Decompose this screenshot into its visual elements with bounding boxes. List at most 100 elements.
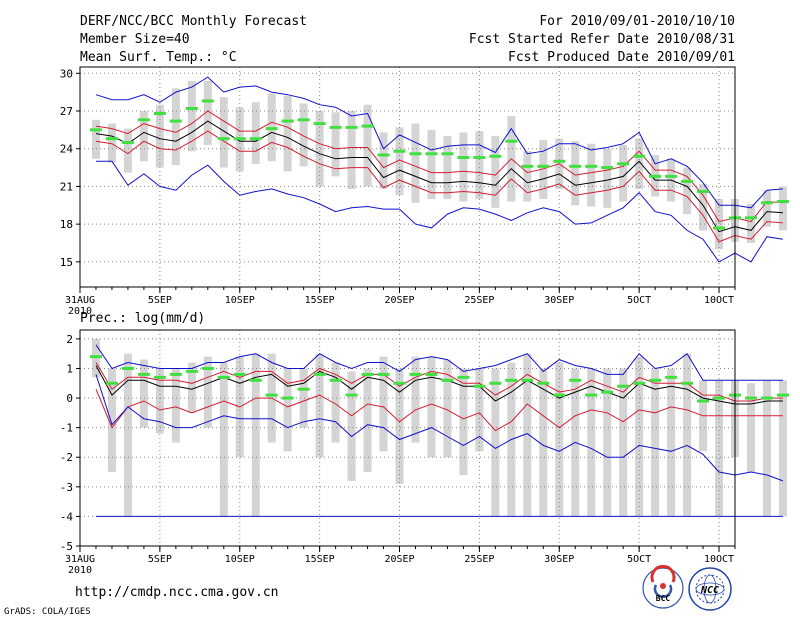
prec-observed-35 bbox=[649, 378, 662, 382]
prec-observed-43 bbox=[776, 393, 789, 397]
prec-box-32 bbox=[603, 368, 612, 517]
temp-box-19 bbox=[395, 127, 404, 196]
temp-line-spread-lower bbox=[95, 130, 783, 243]
temp-xtick-label-4: 20SEP bbox=[384, 295, 414, 306]
temp-observed-37 bbox=[681, 179, 694, 183]
precip-panel: -5 -4 -3 -2 -1 0 1 2 31AUG 5SEP 10SEP 15SEP 20SEP 25… bbox=[60, 329, 789, 576]
temp-observed-41 bbox=[744, 216, 757, 220]
temp-box-30 bbox=[571, 141, 580, 206]
temp-line-ensemble-min bbox=[96, 160, 783, 263]
prec-observed-38 bbox=[697, 399, 710, 403]
temp-observed-0 bbox=[89, 128, 102, 132]
forecast-period: For 2010/09/01-2010/10/10 bbox=[539, 14, 735, 29]
prec-observed-7 bbox=[201, 366, 214, 370]
prec-line-spread-upper bbox=[95, 362, 783, 402]
temp-xtick-label-8: 10OCT bbox=[704, 295, 734, 306]
prec-observed-6 bbox=[185, 369, 198, 373]
bcc-logo-text: BCC bbox=[656, 594, 671, 603]
prec-box-35 bbox=[651, 368, 660, 517]
temp-line-ensemble-max bbox=[95, 76, 783, 209]
temp-box-41 bbox=[746, 204, 755, 243]
prec-box-27 bbox=[523, 353, 532, 517]
temp-box-2 bbox=[123, 128, 132, 173]
prec-box-42 bbox=[762, 380, 771, 517]
prec-line-ensemble-min bbox=[95, 374, 784, 482]
prec-box-29 bbox=[555, 362, 564, 517]
prec-box-4 bbox=[155, 368, 164, 434]
prec-box-25 bbox=[491, 368, 500, 517]
prec-observed-36 bbox=[665, 375, 678, 379]
prec-ytick-label-5: 0 bbox=[66, 392, 73, 405]
temp-observed-8 bbox=[217, 137, 230, 141]
prec-observed-41 bbox=[744, 396, 757, 400]
temp-observed-42 bbox=[760, 201, 773, 205]
prec-box-12 bbox=[283, 368, 292, 452]
temp-observed-10 bbox=[249, 137, 262, 141]
prec-box-14 bbox=[315, 353, 324, 458]
temp-box-14 bbox=[315, 111, 324, 187]
temp-observed-27 bbox=[521, 164, 534, 168]
temp-observed-22 bbox=[441, 152, 454, 156]
temp-ytick-label-3: 24 bbox=[60, 143, 74, 156]
prec-box-8 bbox=[219, 362, 228, 517]
prec-box-22 bbox=[443, 359, 452, 458]
prec-xtick-label-1: 5SEP bbox=[148, 554, 172, 565]
temp-observed-18 bbox=[377, 153, 390, 157]
temp-box-37 bbox=[683, 167, 692, 215]
temp-observed-6 bbox=[185, 106, 198, 110]
forecast-start-date: Fcst Started Refer Date 2010/08/31 bbox=[469, 32, 735, 47]
temp-observed-19 bbox=[393, 149, 406, 153]
prec-xtick-label-3: 15SEP bbox=[305, 554, 335, 565]
prec-observed-1 bbox=[105, 381, 118, 385]
prec-box-37 bbox=[683, 353, 692, 517]
prec-observed-25 bbox=[489, 381, 502, 385]
temp-box-8 bbox=[219, 97, 228, 168]
precip-title: Prec.: log(mm/d) bbox=[80, 311, 205, 326]
temp-observed-4 bbox=[153, 112, 166, 116]
temp-observed-31 bbox=[585, 164, 598, 168]
temp-xtick-label-7: 5OCT bbox=[627, 295, 651, 306]
temp-box-39 bbox=[715, 199, 724, 250]
prec-xtick-label-5: 25SEP bbox=[464, 554, 494, 565]
prec-observed-4 bbox=[153, 375, 166, 379]
temp-observed-25 bbox=[489, 154, 502, 158]
temp-ytick-label-5: 30 bbox=[60, 67, 73, 80]
prec-observed-28 bbox=[537, 381, 550, 385]
temp-xtick-label-6: 30SEP bbox=[544, 295, 574, 306]
temp-observed-1 bbox=[105, 137, 118, 141]
prec-box-36 bbox=[667, 368, 676, 517]
temp-observed-23 bbox=[457, 156, 470, 160]
temp-box-33 bbox=[619, 144, 628, 202]
temp-box-23 bbox=[459, 132, 468, 202]
prec-observed-19 bbox=[393, 381, 406, 385]
prec-xtick-label-7: 5OCT bbox=[627, 554, 651, 565]
prec-observed-22 bbox=[441, 378, 454, 382]
temperature-x-axis: 31AUG 5SEP 10SEP 15SEP 20SEP 25SEP 30SEP 5OCT 10… bbox=[65, 287, 736, 317]
prec-observed-15 bbox=[329, 378, 342, 382]
temp-observed-7 bbox=[201, 99, 214, 103]
temp-box-22 bbox=[443, 136, 452, 199]
temp-observed-9 bbox=[233, 137, 246, 141]
prec-xtick-label-2: 10SEP bbox=[225, 554, 255, 565]
temp-box-17 bbox=[363, 104, 372, 187]
temp-box-5 bbox=[171, 88, 180, 166]
prec-box-43 bbox=[778, 380, 787, 517]
temp-observed-17 bbox=[361, 124, 374, 128]
prec-ytick-label-4: -1 bbox=[60, 422, 73, 435]
temp-observed-24 bbox=[473, 156, 486, 160]
temperature-y-axis: 15 18 21 24 27 30 bbox=[60, 67, 80, 269]
prec-observed-27 bbox=[521, 378, 534, 382]
forecast-produced-date: Fcst Produced Date 2010/09/01 bbox=[508, 50, 735, 65]
prec-observed-20 bbox=[409, 372, 422, 376]
temp-ytick-label-2: 21 bbox=[60, 180, 73, 193]
prec-ytick-label-3: -2 bbox=[60, 451, 73, 464]
temp-ytick-label-1: 18 bbox=[60, 218, 73, 231]
temp-box-38 bbox=[699, 183, 708, 231]
prec-observed-29 bbox=[553, 393, 566, 397]
prec-box-24 bbox=[475, 368, 484, 452]
prec-ytick-label-0: -5 bbox=[60, 540, 73, 553]
prec-observed-9 bbox=[233, 372, 246, 376]
figure-title: DERF/NCC/BCC Monthly Forecast bbox=[80, 14, 307, 29]
source-url[interactable]: http://cmdp.ncc.cma.gov.cn bbox=[75, 585, 279, 600]
